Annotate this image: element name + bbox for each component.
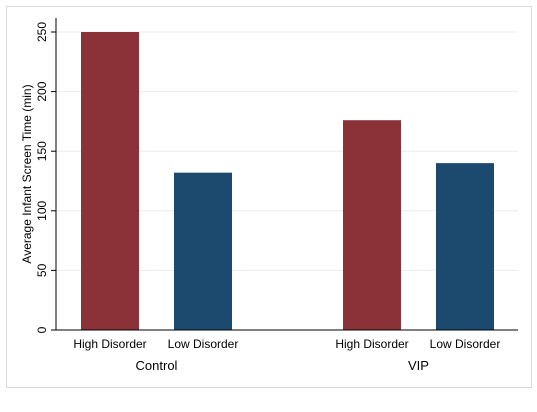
group-label: Control xyxy=(136,358,178,373)
y-ticks: 0 50 100 150 200 250 xyxy=(35,22,56,333)
bar xyxy=(436,163,494,330)
bar-category-label: High Disorder xyxy=(73,337,146,351)
y-tick-label: 50 xyxy=(35,263,49,277)
category-labels: High Disorder Low Disorder Control High Dis… xyxy=(73,337,500,373)
y-axis-title: Average Infant Screen Time (min) xyxy=(20,84,34,263)
bar xyxy=(174,172,232,330)
y-tick-label: 0 xyxy=(35,326,49,333)
y-tick-label: 200 xyxy=(35,81,49,101)
group-label: VIP xyxy=(408,358,429,373)
bar-category-label: Low Disorder xyxy=(430,337,501,351)
bar xyxy=(343,120,401,330)
y-tick-label: 150 xyxy=(35,141,49,161)
bars xyxy=(81,32,494,330)
bar-category-label: High Disorder xyxy=(335,337,408,351)
bar xyxy=(81,32,139,330)
axes xyxy=(55,18,518,331)
bar-category-label: Low Disorder xyxy=(168,337,239,351)
y-tick-label: 100 xyxy=(35,200,49,220)
y-tick-label: 250 xyxy=(35,22,49,42)
